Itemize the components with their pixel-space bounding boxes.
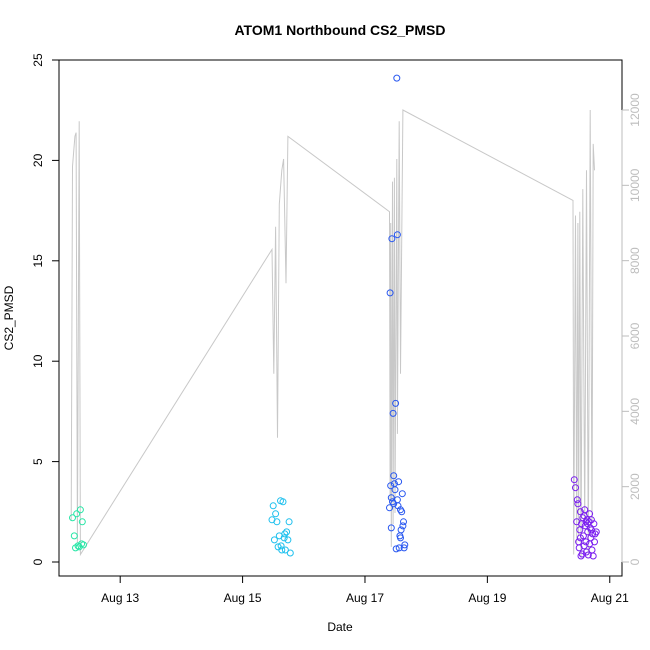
data-point-s2 [285, 518, 293, 526]
y-right-tick-label: 2000 [628, 473, 642, 500]
data-point-s3 [399, 522, 407, 530]
y-left-tick-label: 10 [31, 354, 45, 368]
data-point-s4 [584, 520, 592, 528]
y-left-tick-label: 20 [31, 153, 45, 167]
data-point-s2 [283, 528, 291, 536]
data-point-s3 [393, 231, 401, 239]
data-point-s2 [284, 536, 292, 544]
data-point-s4 [587, 526, 595, 534]
points-layer [69, 74, 600, 560]
data-point-s4 [586, 510, 594, 518]
data-point-s4 [574, 500, 582, 508]
data-point-s4 [582, 538, 590, 546]
data-point-s4 [576, 534, 584, 542]
data-point-s3 [390, 472, 398, 480]
data-point-s1 [76, 506, 84, 514]
data-point-s3 [393, 74, 401, 82]
data-point-s2 [280, 534, 288, 542]
data-point-s4 [591, 538, 598, 546]
data-point-s3 [397, 526, 405, 534]
data-point-s4 [572, 484, 579, 492]
data-point-s2 [269, 502, 277, 510]
data-point-s3 [386, 289, 394, 297]
data-point-s3 [400, 518, 407, 526]
data-point-s4 [589, 530, 597, 538]
data-point-s3 [400, 544, 408, 552]
data-point-s3 [401, 541, 409, 549]
data-point-s3 [398, 508, 406, 516]
data-point-s4 [576, 526, 584, 534]
data-point-s3 [390, 500, 398, 508]
y-axis-right: 0 2000 4000 6000 8000 10000 12000 [621, 93, 642, 565]
y-left-tick-label: 25 [31, 53, 45, 67]
data-point-s1 [70, 532, 78, 540]
x-tick-label: Aug 15 [224, 591, 262, 605]
data-point-s2 [270, 536, 278, 544]
y-left-tick-label: 5 [31, 458, 45, 465]
data-point-s4 [570, 476, 578, 484]
x-tick-label: Aug 21 [591, 591, 629, 605]
data-point-s1 [73, 510, 81, 518]
y-right-tick-label: 6000 [628, 322, 642, 349]
data-point-s3 [398, 490, 406, 498]
y-left-tick-label: 15 [31, 254, 45, 268]
data-point-s3 [397, 534, 404, 542]
x-tick-label: Aug 13 [101, 591, 139, 605]
data-point-s1 [69, 514, 76, 522]
x-tick-label: Aug 19 [468, 591, 506, 605]
data-point-s3 [387, 524, 395, 532]
data-point-s2 [281, 530, 289, 538]
data-point-s3 [393, 496, 401, 504]
data-point-s2 [272, 510, 280, 518]
secondary-series-line [70, 109, 595, 559]
data-point-s3 [391, 486, 399, 494]
y-axis-label: CS2_PMSD [2, 285, 16, 350]
data-point-s2 [281, 546, 289, 554]
x-axis: Aug 13 Aug 15 Aug 17 Aug 19 Aug 21 [101, 575, 629, 605]
data-point-s1 [78, 518, 86, 526]
data-point-s4 [584, 551, 592, 559]
data-point-s2 [273, 518, 281, 526]
data-point-s3 [392, 545, 400, 553]
data-point-s3 [387, 482, 395, 490]
chart-title: ATOM1 Northbound CS2_PMSD [234, 22, 445, 38]
y-right-tick-label: 0 [628, 558, 642, 565]
data-point-s3 [388, 235, 396, 243]
data-point-s1 [80, 541, 87, 549]
y-right-tick-label: 8000 [628, 247, 642, 274]
y-left-tick-label: 0 [31, 558, 45, 565]
data-point-s4 [582, 518, 590, 526]
y-right-tick-label: 10000 [628, 168, 642, 202]
data-point-s2 [278, 546, 286, 554]
data-point-s3 [392, 399, 400, 407]
data-point-s2 [286, 549, 294, 557]
data-point-s3 [395, 478, 403, 486]
y-axis-left: 0 5 10 15 20 25 [31, 53, 60, 565]
data-point-s4 [587, 534, 595, 542]
data-point-s3 [395, 544, 403, 552]
secondary-line-path [70, 109, 595, 559]
data-point-s3 [386, 504, 393, 512]
y-right-tick-label: 4000 [628, 398, 642, 425]
y-right-tick-label: 12000 [628, 93, 642, 127]
data-point-s3 [387, 494, 395, 502]
data-point-s4 [573, 496, 581, 504]
data-point-s4 [576, 508, 584, 516]
x-tick-label: Aug 17 [346, 591, 384, 605]
data-point-s4 [589, 552, 597, 560]
data-point-s2 [277, 542, 285, 550]
x-axis-label: Date [327, 620, 353, 634]
data-point-s2 [279, 498, 287, 506]
data-point-s3 [389, 409, 397, 417]
